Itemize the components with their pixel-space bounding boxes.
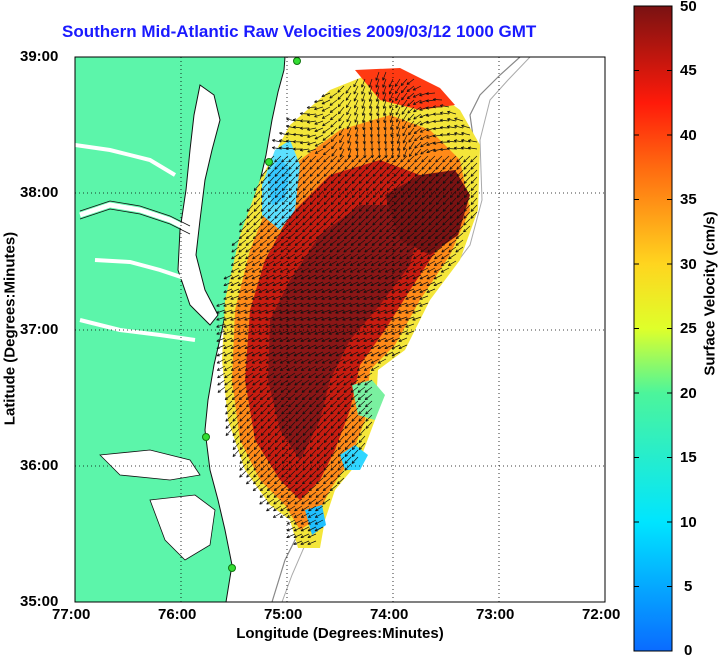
map-grid bbox=[75, 57, 605, 602]
river-potomac bbox=[79, 202, 192, 233]
colorbar-ticks bbox=[634, 70, 672, 587]
y-axis-label: Latitude (Degrees:Minutes) bbox=[1, 231, 19, 426]
xtick-label: 77:00 bbox=[52, 606, 91, 623]
colorbar-tick-label: 5 bbox=[684, 578, 693, 595]
sound-albemarle bbox=[99, 449, 201, 481]
chesapeake-bay bbox=[177, 84, 221, 326]
colorbar-tick-label: 40 bbox=[680, 127, 697, 144]
radar-station bbox=[293, 57, 301, 65]
colorbar-tick-label: 35 bbox=[680, 191, 697, 208]
river-james bbox=[79, 318, 196, 342]
ytick-label: 35:00 bbox=[20, 593, 59, 610]
colorbar-tick-label: 20 bbox=[680, 385, 697, 402]
radar-station bbox=[202, 433, 210, 441]
velocity-arrow bbox=[216, 71, 478, 545]
xtick-label: 74:00 bbox=[370, 606, 409, 623]
radar-station bbox=[228, 564, 236, 572]
colorbar-tick-label: 30 bbox=[680, 256, 697, 273]
xtick-label: 76:00 bbox=[158, 606, 197, 623]
ytick-label: 36:00 bbox=[20, 457, 59, 474]
xtick-label: 72:00 bbox=[582, 606, 621, 623]
colorbar-tick-label: 50 bbox=[680, 0, 697, 15]
map-title: Southern Mid-Atlantic Raw Velocities 200… bbox=[62, 22, 537, 41]
velocity-vectors bbox=[216, 71, 478, 545]
river-rappahannock bbox=[94, 258, 191, 282]
x-axis-label: Longitude (Degrees:Minutes) bbox=[236, 625, 444, 642]
plot-frame bbox=[74, 56, 606, 603]
radar-stations bbox=[202, 57, 301, 572]
xtick-label: 73:00 bbox=[476, 606, 515, 623]
colorbar-tick-label: 15 bbox=[680, 449, 697, 466]
colorbar-tick-label: 10 bbox=[680, 514, 697, 531]
river-potomac-edge bbox=[79, 200, 191, 235]
colorbar-tick-label: 45 bbox=[680, 62, 697, 79]
colorbar bbox=[633, 5, 673, 652]
ytick-label: 38:00 bbox=[20, 184, 59, 201]
sound-pamlico bbox=[149, 494, 216, 561]
ytick-label: 39:00 bbox=[20, 48, 59, 65]
colorbar-label: Surface Velocity (cm/s) bbox=[701, 211, 719, 376]
ytick-label: 37:00 bbox=[20, 321, 59, 338]
radar-station bbox=[265, 158, 273, 166]
colorbar-tick-label: 0 bbox=[684, 642, 693, 659]
xtick-label: 75:00 bbox=[264, 606, 303, 623]
river-delaware bbox=[75, 143, 177, 177]
colorbar-tick-label: 25 bbox=[680, 320, 697, 337]
